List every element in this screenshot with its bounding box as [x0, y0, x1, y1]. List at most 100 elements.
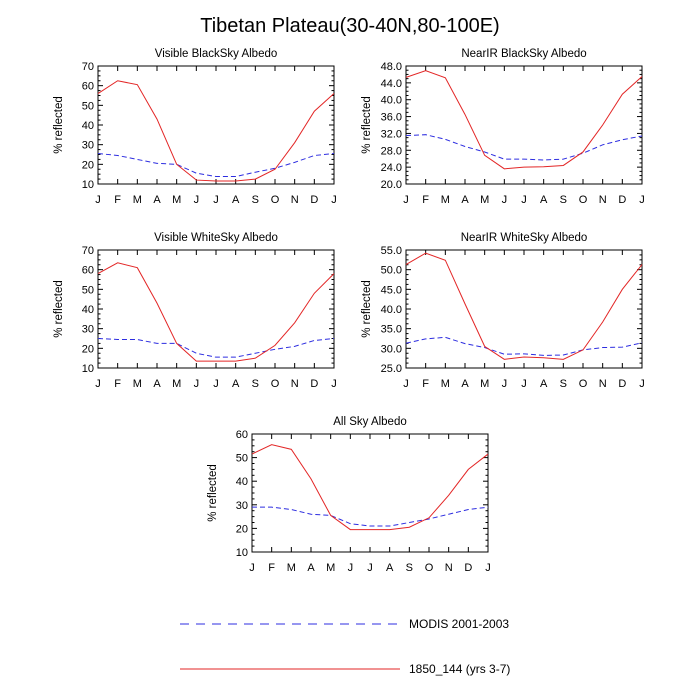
- x-tick-label: J: [639, 194, 645, 206]
- y-tick-label: 45.0: [381, 284, 402, 296]
- x-tick-label: A: [461, 378, 469, 390]
- y-tick-label: 20: [82, 343, 94, 355]
- x-tick-label: N: [445, 562, 453, 574]
- x-tick-label: J: [639, 378, 645, 390]
- x-tick-label: O: [579, 378, 588, 390]
- x-tick-label: F: [114, 194, 121, 206]
- series-line-modis: [252, 506, 489, 527]
- x-tick-label: N: [599, 378, 607, 390]
- y-tick-label: 70: [82, 61, 94, 73]
- y-axis-label: % reflected: [361, 96, 373, 154]
- x-tick-label: F: [268, 562, 275, 574]
- x-tick-label: J: [194, 194, 200, 206]
- x-tick-label: J: [485, 562, 491, 574]
- x-tick-label: A: [540, 194, 548, 206]
- y-tick-label: 10: [82, 179, 94, 191]
- y-axis-label: % reflected: [53, 280, 65, 338]
- x-tick-label: D: [464, 562, 472, 574]
- x-tick-label: M: [480, 194, 489, 206]
- chart-title: Visible BlackSky Albedo: [155, 48, 278, 60]
- plot-frame: [251, 433, 489, 553]
- x-tick-label: A: [232, 194, 240, 206]
- x-tick-label: M: [133, 378, 142, 390]
- x-tick-label: M: [480, 378, 489, 390]
- series-line-model: [251, 444, 489, 531]
- x-tick-label: M: [441, 194, 450, 206]
- x-tick-label: M: [287, 562, 296, 574]
- y-tick-label: 44.0: [381, 78, 402, 90]
- x-tick-label: F: [422, 378, 429, 390]
- x-tick-label: J: [521, 378, 527, 390]
- legend-label-model: 1850_144 (yrs 3-7): [409, 662, 510, 676]
- x-tick-label: A: [307, 562, 315, 574]
- x-tick-label: O: [425, 562, 434, 574]
- series-line-model: [405, 252, 643, 360]
- x-tick-label: N: [291, 194, 299, 206]
- x-tick-label: M: [172, 194, 181, 206]
- y-tick-label: 20: [82, 159, 94, 171]
- x-tick-label: S: [252, 378, 259, 390]
- x-tick-label: J: [367, 562, 373, 574]
- chart-title: NearIR WhiteSky Albedo: [461, 232, 588, 244]
- y-tick-label: 50.0: [381, 265, 402, 277]
- x-tick-label: J: [331, 194, 337, 206]
- x-tick-label: D: [310, 378, 318, 390]
- y-tick-label: 40.0: [381, 304, 402, 316]
- chart-visible-blacksky: Visible BlackSky Albedo % reflected 10 20 30…: [53, 48, 337, 206]
- y-tick-label: 30: [82, 324, 94, 336]
- y-axis-label: % reflected: [207, 464, 219, 522]
- y-tick-label: 32.0: [381, 128, 402, 140]
- x-tick-label: O: [271, 378, 280, 390]
- x-tick-label: S: [406, 562, 413, 574]
- x-tick-label: D: [310, 194, 318, 206]
- y-tick-label: 70: [82, 245, 94, 257]
- x-tick-label: S: [560, 194, 567, 206]
- x-tick-label: J: [331, 378, 337, 390]
- y-tick-label: 40: [82, 304, 94, 316]
- plot-frame: [405, 249, 643, 369]
- y-tick-label: 24.0: [381, 162, 402, 174]
- x-tick-label: S: [252, 194, 259, 206]
- series-line-modis: [405, 134, 643, 161]
- y-tick-label: 48.0: [381, 61, 402, 73]
- series-line-model: [97, 262, 335, 362]
- x-tick-label: J: [95, 194, 101, 206]
- x-tick-label: J: [502, 378, 508, 390]
- y-tick-label: 28.0: [381, 145, 402, 157]
- x-tick-label: J: [194, 378, 200, 390]
- chart-nearir-whitesky: NearIR WhiteSky Albedo % reflected 25.0 30.…: [361, 232, 645, 390]
- chart-nearir-blacksky: NearIR BlackSky Albedo % reflected 20.0 24.…: [361, 48, 645, 206]
- chart-title: Visible WhiteSky Albedo: [154, 232, 278, 244]
- plot-frame: [97, 249, 335, 369]
- x-tick-label: A: [153, 378, 161, 390]
- y-tick-label: 20: [236, 523, 248, 535]
- y-tick-label: 25.0: [381, 363, 402, 375]
- legend-label-modis: MODIS 2001-2003: [409, 617, 509, 631]
- x-tick-label: J: [502, 194, 508, 206]
- x-tick-label: O: [271, 194, 280, 206]
- y-tick-label: 40.0: [381, 95, 402, 107]
- y-axis-label: % reflected: [361, 280, 373, 338]
- chart-title: All Sky Albedo: [333, 416, 407, 428]
- y-tick-label: 30: [236, 500, 248, 512]
- x-tick-label: J: [95, 378, 101, 390]
- x-tick-label: J: [249, 562, 255, 574]
- series-line-modis: [97, 338, 335, 358]
- y-tick-label: 55.0: [381, 245, 402, 257]
- x-tick-label: D: [618, 378, 626, 390]
- x-tick-label: A: [461, 194, 469, 206]
- y-tick-label: 60: [82, 81, 94, 93]
- y-tick-label: 50: [236, 453, 248, 465]
- x-tick-label: F: [114, 378, 121, 390]
- y-tick-label: 50: [82, 284, 94, 296]
- x-tick-label: A: [232, 378, 240, 390]
- figure-title: Tibetan Plateau(30-40N,80-100E): [200, 15, 499, 37]
- x-tick-label: M: [441, 378, 450, 390]
- y-tick-label: 10: [236, 547, 248, 559]
- y-tick-label: 40: [82, 120, 94, 132]
- chart-title: NearIR BlackSky Albedo: [461, 48, 586, 60]
- y-tick-label: 10: [82, 363, 94, 375]
- x-tick-label: J: [213, 194, 219, 206]
- x-tick-label: J: [403, 378, 409, 390]
